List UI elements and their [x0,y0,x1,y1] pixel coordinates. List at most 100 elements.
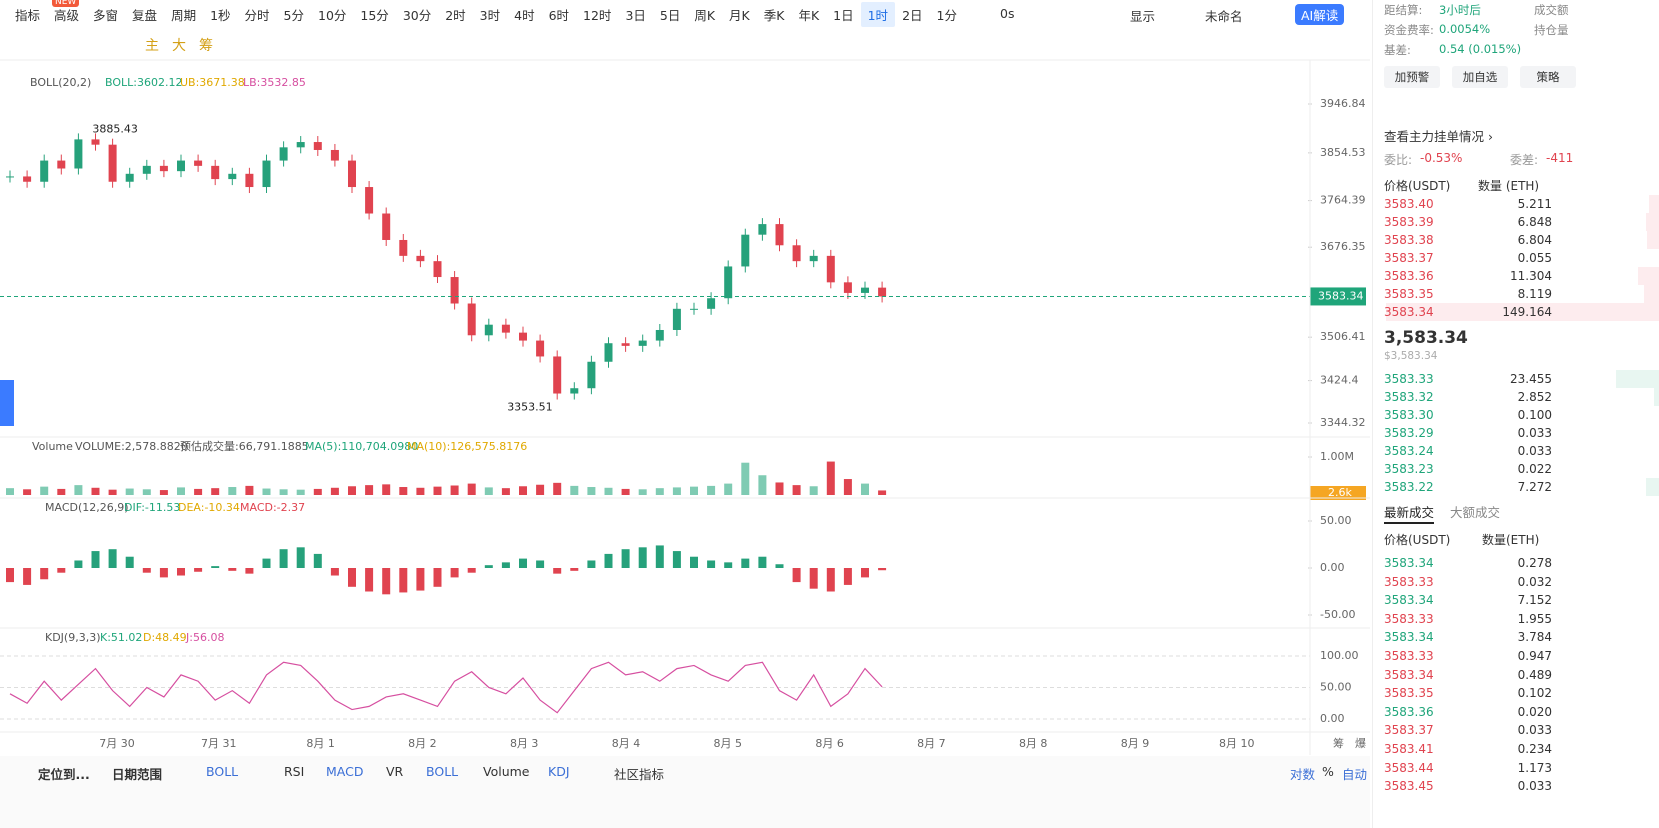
indicator-shortcut[interactable]: 大 [172,38,186,54]
interval-button[interactable]: 复盘 [132,7,158,23]
interval-button[interactable]: 1分 [936,7,957,23]
volume-bar [348,486,356,495]
price: 3583.36 [1384,269,1434,283]
macd-bar [91,551,100,568]
corner-label: 爆 [1355,736,1366,750]
bottom-bar-item[interactable]: KDJ [548,764,570,779]
indicator-label: BOLL(20,2) [30,76,91,89]
candle [211,165,220,180]
bottom-bar-item[interactable]: 社区指标 [614,767,665,782]
depth-link[interactable]: 查看主力挂单情况 › [1384,129,1493,144]
interval-button[interactable]: 6时 [548,7,570,23]
volume-bar [159,490,168,495]
volume-bar [211,488,220,495]
interval-button[interactable]: 12时 [583,7,612,23]
x-tick-label: 8月 7 [917,737,946,750]
interval-button[interactable]: 周期 [171,7,197,23]
volume-bar [501,488,510,495]
macd-bar [142,568,151,573]
macd-bar [40,568,49,580]
quantity: 0.033 [1517,444,1552,458]
book-header: 数量 (ETH) [1478,179,1540,193]
bottom-bar-item[interactable]: BOLL [206,764,239,779]
bottom-bar-item[interactable]: 日期范围 [112,767,163,782]
y-tick-label: 3424.4 [1320,374,1359,387]
volume-bar [142,489,151,495]
macd-bar [108,549,117,568]
volume-bar [296,489,305,495]
tab[interactable]: 大额成交 [1450,505,1501,520]
interval-button[interactable]: 月K [729,7,750,23]
indicator-value: MA(5):110,704.0980 [305,440,418,453]
bottom-bar-item[interactable]: 定位到... [38,767,90,782]
interval-button[interactable]: 10分 [318,7,347,23]
interval-button[interactable]: 5日 [659,7,681,23]
interval-button[interactable]: 2日 [902,7,923,23]
bottom-bar-item[interactable]: VR [386,764,404,779]
macd-bar [792,568,801,583]
bottom-bar-item[interactable]: % [1322,764,1334,779]
indicator-value: K:51.02 [100,631,142,644]
candle [587,361,596,389]
toolbar-right-item[interactable]: AI解读 [1295,4,1345,25]
interval-button[interactable]: 1时 [860,1,896,27]
volume-bar [108,489,117,495]
macd-bar [536,560,545,568]
interval-button[interactable]: 指标 [15,7,41,23]
volume-bar [262,488,271,495]
panel-button[interactable]: 策略 [1520,66,1576,88]
bottom-bar-item[interactable]: RSI [284,764,305,779]
y-tick-label: -50.00 [1320,608,1355,621]
interval-button[interactable]: 5分 [283,7,304,23]
interval-button[interactable]: 1秒 [210,7,231,23]
volume-bar [861,483,869,495]
bottom-bar-item[interactable]: 对数 [1290,767,1316,782]
price: 3583.34 [1384,305,1434,319]
volume-bar [6,488,14,495]
interval-button[interactable]: 1日 [833,7,854,23]
candle [638,340,647,346]
volume-bar [655,488,664,495]
macd-bar [228,568,237,571]
price: 3583.41 [1384,742,1434,756]
bottom-bar-item[interactable]: MACD [326,764,364,779]
volume-bar [125,488,134,495]
interval-button[interactable]: 3日 [625,7,646,23]
toolbar-right-item[interactable]: 显示 [1130,9,1156,24]
interval-button[interactable]: 高级 [54,7,80,23]
interval-button[interactable]: 分时 [244,7,270,23]
last-price-label: 3583.34 [1318,289,1364,302]
volume-bar [484,487,493,495]
interval-button[interactable]: 2时 [445,7,466,23]
interval-button[interactable]: 年K [798,7,820,23]
interval-button[interactable]: 周K [694,7,716,23]
bottom-bar-item[interactable]: Volume [483,764,530,779]
toolbar-right-item[interactable]: 0s [1000,6,1015,21]
quantity: 0.100 [1517,408,1552,422]
indicator-shortcut[interactable]: 筹 [199,38,213,54]
interval-button[interactable]: 15分 [360,7,389,23]
interval-button[interactable]: 季K [763,7,785,23]
macd-bar [672,551,681,568]
interval-button[interactable]: 多窗 [93,7,119,23]
interval-button[interactable]: 3时 [479,7,501,23]
info-text: 距结算: [1384,3,1423,17]
macd-bar [621,549,630,568]
interval-button[interactable]: 4时 [514,7,535,23]
tab[interactable]: 最新成交 [1384,505,1435,520]
indicator-value: D:48.49 [143,631,187,644]
candle [74,139,83,169]
panel-button[interactable]: 加预警 [1384,66,1440,88]
volume-bar [878,490,887,495]
interval-button[interactable]: 30分 [402,7,432,23]
toolbar-right-item[interactable]: 未命名 [1205,9,1243,24]
quantity: 3.784 [1517,630,1552,645]
quantity: 0.489 [1517,667,1552,682]
panel-button[interactable]: 加自选 [1452,66,1508,88]
y-tick-label: 3764.39 [1320,194,1366,207]
bottom-bar-item[interactable]: BOLL [426,764,459,779]
bottom-bar-item[interactable]: 自动 [1342,767,1368,782]
bottom-bar [0,756,1370,828]
indicator-shortcut[interactable]: 主 [145,38,159,54]
depth-bar [1653,388,1659,406]
